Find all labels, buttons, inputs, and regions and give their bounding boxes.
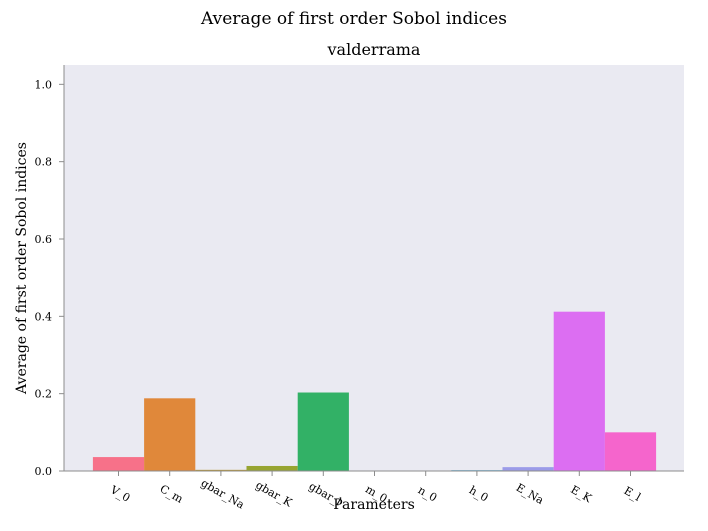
x-tick-label: C_m bbox=[158, 482, 186, 506]
x-tick-label: E_Na bbox=[514, 481, 547, 507]
bar-e-k bbox=[553, 311, 605, 471]
x-tick-label: gbar_Na bbox=[199, 476, 247, 511]
y-axis-label: Average of first order Sobol indices bbox=[14, 142, 30, 395]
y-tick-label: 0.4 bbox=[35, 310, 53, 323]
y-tick-label: 0.6 bbox=[35, 233, 53, 246]
y-tick-label: 1.0 bbox=[35, 78, 53, 91]
bar-gbar-k bbox=[246, 465, 298, 471]
x-tick-label: E_K bbox=[568, 483, 594, 506]
bar-gbar-na bbox=[195, 469, 247, 471]
y-tick-label: 0.2 bbox=[35, 388, 53, 401]
x-tick-label: V_0 bbox=[107, 483, 132, 505]
bar-v-0 bbox=[92, 457, 145, 471]
x-tick-label: E_l bbox=[622, 484, 644, 504]
x-tick-label: gbar_K bbox=[253, 478, 294, 509]
bar-c-m bbox=[144, 398, 196, 471]
y-tick-label: 0.8 bbox=[35, 156, 53, 169]
y-tick-label: 0.0 bbox=[35, 465, 53, 478]
bar-e-na bbox=[502, 467, 554, 471]
y-tick-group: 0.0 0.2 0.4 0.6 0.8 1.0 bbox=[35, 78, 64, 478]
chart-title: valderrama bbox=[327, 40, 421, 59]
bar-group bbox=[92, 311, 657, 471]
x-tick-label: n_0 bbox=[416, 483, 439, 504]
chart-suptitle: Average of first order Sobol indices bbox=[200, 9, 507, 29]
x-axis-label: Parameters bbox=[333, 497, 415, 513]
x-tick-label: h_0 bbox=[467, 483, 490, 504]
bar-gbar-l bbox=[297, 392, 349, 471]
bar-e-l bbox=[604, 432, 657, 471]
